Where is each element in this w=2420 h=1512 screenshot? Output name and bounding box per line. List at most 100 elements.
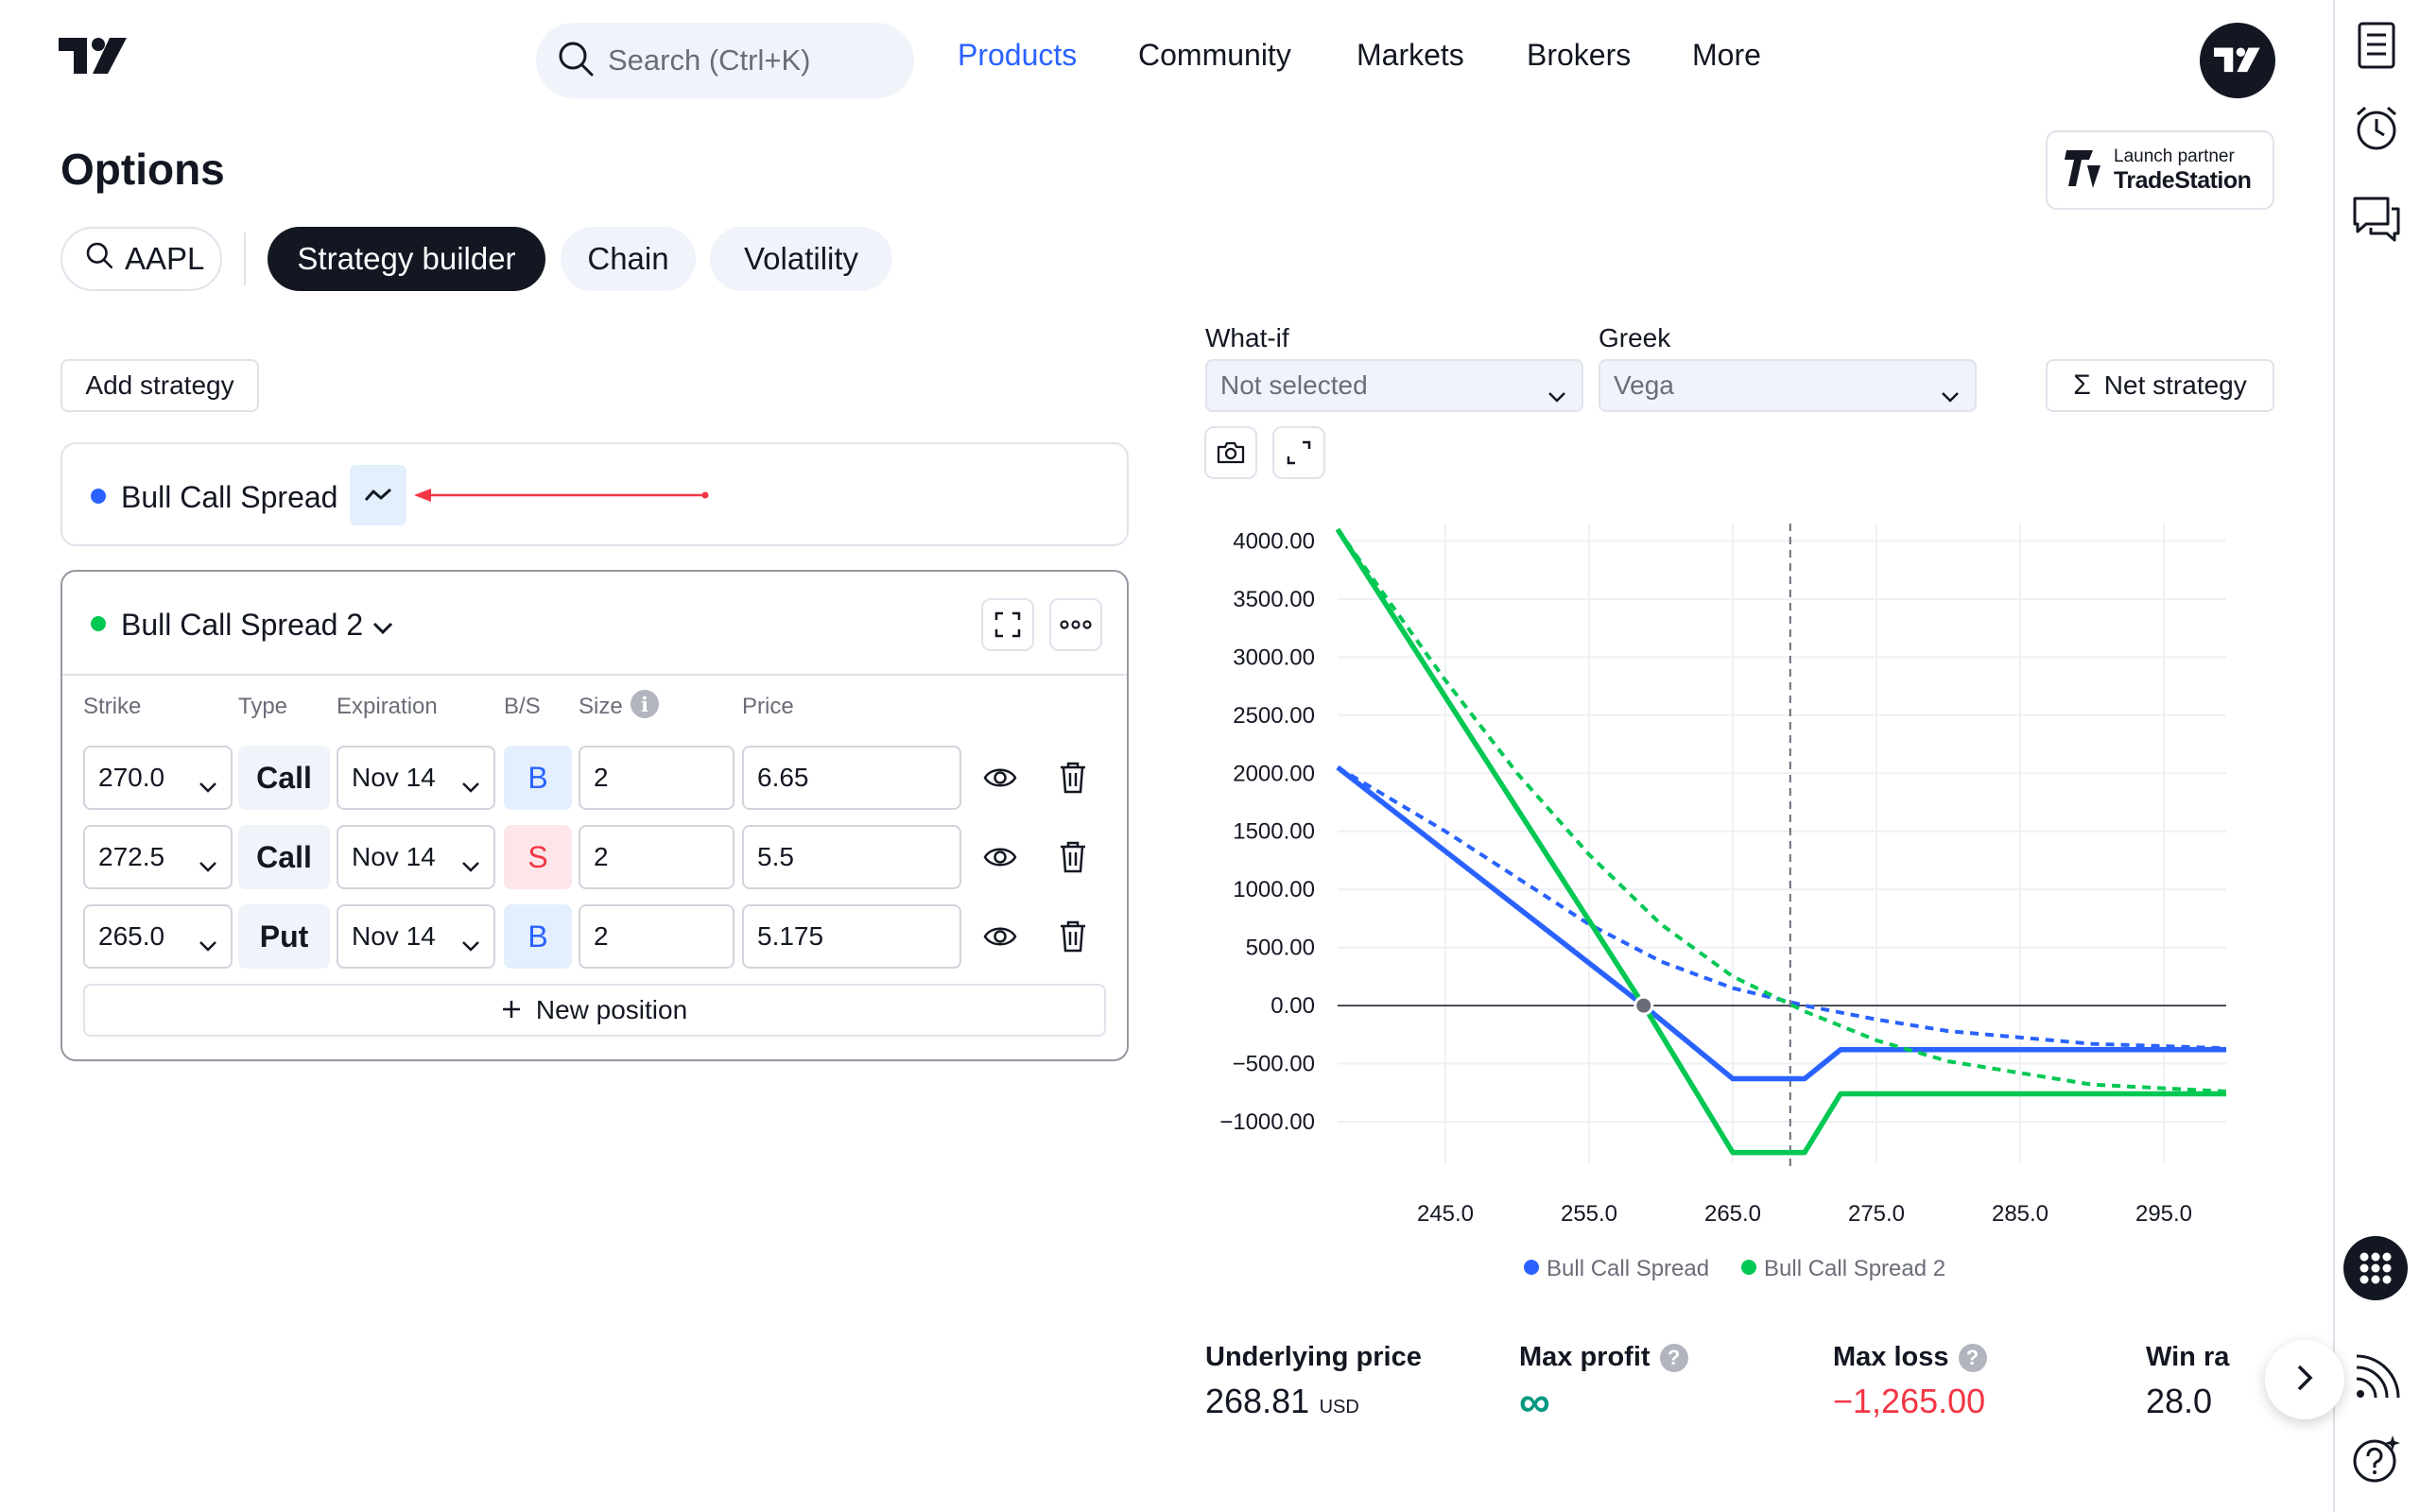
scroll-right-button[interactable] [2265,1340,2344,1419]
column-header-price: Price [742,694,794,719]
chevron-right-icon [2296,1364,2313,1397]
x-tick-label: 245.0 [1417,1201,1474,1227]
user-avatar[interactable] [2200,23,2275,98]
chevron-down-icon [461,850,480,880]
trash-icon[interactable] [1059,762,1087,799]
tab-divider [244,232,246,285]
legend-dot [1741,1260,1756,1275]
trash-icon[interactable] [1059,920,1087,957]
help-icon[interactable]: ? [1659,1344,1688,1373]
max-profit-label-wrap: Max profit? [1519,1342,1688,1373]
partner-caption: Launch partner [2114,146,2235,166]
price-input[interactable]: 5.175 [742,904,961,969]
new-position-button[interactable]: New position [83,984,1106,1037]
series-line-dashed [1336,527,2226,1094]
nav-brokers[interactable]: Brokers [1527,38,1632,72]
chevron-down-icon [199,850,217,880]
pnl-chart[interactable]: 245.0 255.0 265.0 275.0 285.0 295.0 4000.00 350… [1205,510,2226,1285]
chart-toggle-icon[interactable] [350,465,406,525]
max-loss-label: Max loss [1833,1342,1949,1372]
expand-icon[interactable] [1272,426,1325,479]
size-input[interactable]: 2 [579,825,735,889]
y-tick-label: 2000.00 [1233,761,1315,786]
chevron-down-icon [372,608,393,643]
x-tick-label: 255.0 [1561,1201,1617,1227]
size-input[interactable]: 2 [579,746,735,810]
tradingview-logo[interactable] [59,38,129,76]
y-tick-label: 2500.00 [1233,703,1315,729]
option-type-button[interactable]: Call [238,825,330,889]
expiration-select[interactable]: Nov 14 [337,904,495,969]
win-rate-clip: Win ra 28.0 [2146,1332,2259,1436]
tab-volatility[interactable]: Volatility [710,227,892,291]
series-line [1336,765,2226,1082]
tab-strategy-builder[interactable]: Strategy builder [268,227,545,291]
greek-label: Greek [1599,323,1671,352]
max-loss-value: −1,265.00 [1833,1382,1986,1420]
nav-more[interactable]: More [1692,38,1761,72]
underlying-price-value: 268.81 [1205,1382,1310,1420]
option-type-button[interactable]: Call [238,746,330,810]
apps-grid-icon[interactable] [2343,1236,2408,1300]
buy-sell-toggle[interactable]: S [504,825,572,889]
help-icon[interactable] [2350,1433,2403,1486]
nav-products[interactable]: Products [958,38,1078,72]
buy-sell-toggle[interactable]: B [504,746,572,810]
card-divider [62,674,1127,676]
price-input[interactable]: 5.5 [742,825,961,889]
page-title: Options [60,145,225,194]
size-input[interactable]: 2 [579,904,735,969]
y-tick-label: 1000.00 [1233,877,1315,902]
add-strategy-button[interactable]: Add strategy [60,359,259,412]
legend-label: Bull Call Spread [1547,1256,1709,1281]
partner-name: TradeStation [2114,166,2252,194]
column-header-bs: B/S [504,694,541,719]
expiration-select[interactable]: Nov 14 [337,825,495,889]
net-strategy-button[interactable]: Σ Net strategy [2046,359,2274,412]
plus-icon [502,995,521,1025]
win-rate-label: Win ra [2146,1342,2230,1372]
nav-markets[interactable]: Markets [1357,38,1464,72]
more-options-icon[interactable] [1049,598,1102,651]
tab-chain[interactable]: Chain [561,227,696,291]
eye-icon[interactable] [983,920,1017,957]
greek-value: Vega [1614,370,1674,400]
eye-icon[interactable] [983,762,1017,799]
strike-select[interactable]: 265.0 [83,904,233,969]
nav-community[interactable]: Community [1138,38,1291,72]
camera-icon[interactable] [1204,426,1257,479]
watchlist-icon[interactable] [2350,19,2403,72]
price-input[interactable]: 6.65 [742,746,961,810]
strategy-card-1[interactable]: Bull Call Spread [60,442,1129,546]
fullscreen-icon[interactable] [981,598,1034,651]
strategy-title-dropdown[interactable]: Bull Call Spread 2 [121,608,393,643]
strike-select[interactable]: 272.5 [83,825,233,889]
chevron-down-icon [461,929,480,959]
y-tick-label: 3500.00 [1233,587,1315,612]
strike-select[interactable]: 270.0 [83,746,233,810]
expiration-select[interactable]: Nov 14 [337,746,495,810]
y-tick-label: −500.00 [1233,1052,1315,1077]
eye-icon[interactable] [983,841,1017,878]
y-tick-label: 500.00 [1246,936,1315,961]
help-icon[interactable]: ? [1958,1344,1987,1373]
net-strategy-label: Net strategy [2103,370,2247,400]
y-tick-label: 0.00 [1270,993,1315,1019]
trash-icon[interactable] [1059,841,1087,878]
option-type-button[interactable]: Put [238,904,330,969]
symbol-search-button[interactable]: AAPL [60,227,222,291]
column-header-expiration: Expiration [337,694,438,719]
series-line-dashed [1336,765,2226,1051]
greek-select[interactable]: Vega [1599,359,1977,412]
search-input[interactable]: Search (Ctrl+K) [536,23,914,98]
info-icon[interactable]: i [631,690,659,718]
launch-partner-badge[interactable]: Launch partner TradeStation [2046,130,2274,210]
signal-feed-icon[interactable] [2350,1351,2403,1404]
column-header-size: Size [579,694,623,719]
chevron-down-icon [1547,380,1566,410]
chat-icon[interactable] [2350,193,2403,246]
whatif-select[interactable]: Not selected [1205,359,1583,412]
search-placeholder: Search (Ctrl+K) [608,43,811,77]
buy-sell-toggle[interactable]: B [504,904,572,969]
alarm-clock-icon[interactable] [2350,102,2403,155]
